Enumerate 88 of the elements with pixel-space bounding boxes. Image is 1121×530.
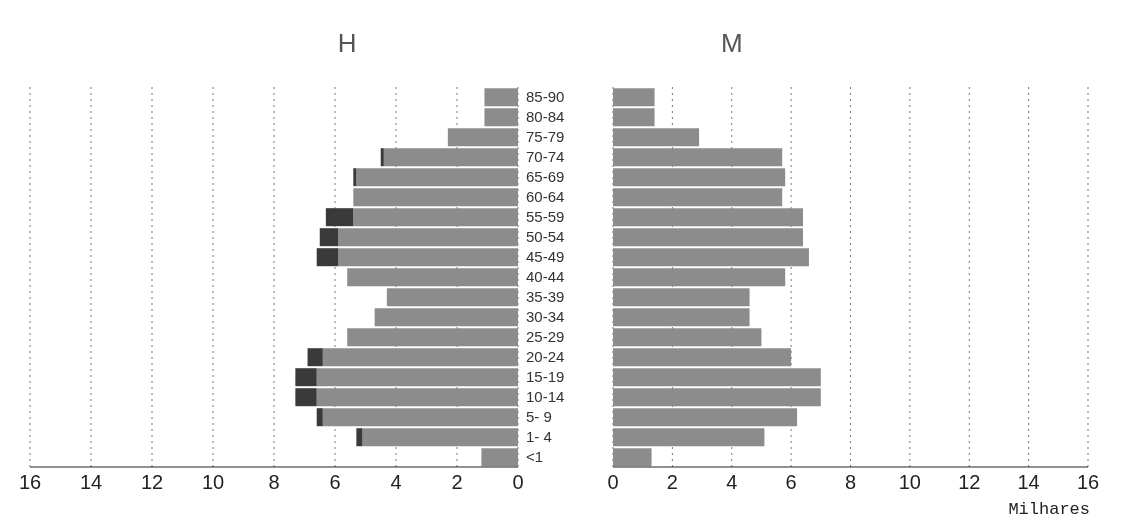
bar <box>613 168 786 187</box>
x-tick-label: 16 <box>1076 471 1100 494</box>
y-tick-label: 15-19 <box>526 368 565 386</box>
bar <box>613 428 765 447</box>
bar <box>356 168 518 187</box>
bar <box>362 428 518 447</box>
bar <box>380 148 384 167</box>
bar <box>613 108 655 127</box>
bar <box>295 368 317 387</box>
x-tick-label: 12 <box>140 471 164 494</box>
y-tick-label: 75-79 <box>526 128 565 146</box>
bar <box>613 248 809 267</box>
bar <box>613 308 750 327</box>
x-axis-title: Milhares <box>1008 500 1090 519</box>
chart-title: M <box>720 28 743 59</box>
bar <box>481 448 518 467</box>
bar <box>613 408 798 427</box>
bar <box>353 208 518 227</box>
bar <box>356 428 363 447</box>
y-tick-label: 5- 9 <box>526 408 552 426</box>
bar <box>338 228 518 247</box>
x-tick-label: 8 <box>268 471 280 494</box>
y-tick-label: 85-90 <box>526 88 565 106</box>
bar <box>613 88 655 107</box>
y-tick-label: 45-49 <box>526 248 565 266</box>
y-tick-label: 10-14 <box>526 388 565 406</box>
bar <box>613 448 652 467</box>
bar <box>613 368 821 387</box>
bar <box>353 168 357 187</box>
bar <box>484 108 518 127</box>
bar <box>325 208 354 227</box>
x-tick-label: 14 <box>79 471 103 494</box>
bar <box>374 308 518 327</box>
bar <box>307 348 323 367</box>
bar <box>613 348 792 367</box>
bar <box>353 188 518 207</box>
y-tick-label: 30-34 <box>526 308 565 326</box>
x-tick-label: 2 <box>451 471 463 494</box>
bar <box>613 188 783 207</box>
x-tick-label: 8 <box>844 471 857 494</box>
bar <box>347 268 518 287</box>
bar <box>319 228 339 247</box>
y-tick-label: 20-24 <box>526 348 565 366</box>
x-tick-label: 10 <box>898 471 921 494</box>
y-tick-label: 65-69 <box>526 168 565 186</box>
bar <box>322 408 518 427</box>
bar <box>295 388 317 407</box>
bar <box>613 388 821 407</box>
bar <box>613 228 803 247</box>
y-tick-label: <1 <box>526 448 544 466</box>
x-tick-label: 10 <box>201 471 225 494</box>
bar <box>613 128 700 147</box>
bar <box>386 288 518 307</box>
bar <box>347 328 518 347</box>
x-tick-label: 14 <box>1017 471 1040 494</box>
bar <box>316 368 518 387</box>
x-tick-label: 0 <box>512 471 524 494</box>
bar <box>316 408 323 427</box>
bar <box>613 288 750 307</box>
y-tick-label: 40-44 <box>526 268 565 286</box>
bar <box>316 248 339 267</box>
bar <box>613 268 786 287</box>
y-tick-label: 50-54 <box>526 228 565 246</box>
x-tick-label: 4 <box>390 471 402 494</box>
y-tick-label: 70-74 <box>526 148 565 166</box>
y-tick-label: 55-59 <box>526 208 565 226</box>
y-tick-label: 60-64 <box>526 188 565 206</box>
bar <box>484 88 518 107</box>
chart-title: H <box>337 28 357 59</box>
y-tick-label: 80-84 <box>526 108 565 126</box>
y-tick-label: 1- 4 <box>526 428 552 446</box>
bar <box>383 148 518 167</box>
bar <box>613 328 762 347</box>
bar <box>316 388 518 407</box>
x-tick-label: 12 <box>958 471 981 494</box>
bar <box>613 208 803 227</box>
x-tick-label: 0 <box>607 471 619 494</box>
bar <box>338 248 518 267</box>
bar <box>322 348 518 367</box>
x-tick-label: 16 <box>18 471 42 494</box>
bar <box>613 148 783 167</box>
y-tick-label: 35-39 <box>526 288 565 306</box>
bar <box>447 128 518 147</box>
y-tick-label: 25-29 <box>526 328 565 346</box>
x-tick-label: 4 <box>726 471 738 494</box>
x-tick-label: 2 <box>666 471 678 494</box>
x-tick-label: 6 <box>329 471 341 494</box>
x-tick-label: 6 <box>785 471 797 494</box>
